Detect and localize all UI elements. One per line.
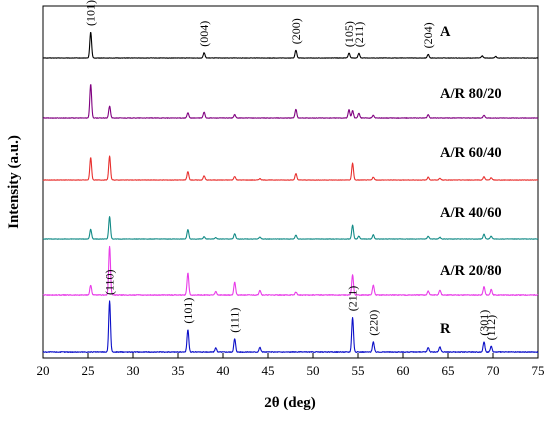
series-labels: A A/R 80/20 A/R 60/40 A/R 40/60 A/R 20/80 R [440, 24, 502, 337]
peak-label-r-111-8: (111) [228, 308, 242, 333]
x-tick-label-35: 35 [172, 363, 185, 378]
peak-label-r-110-6: (110) [103, 269, 117, 295]
peak-label-r-112-12: (112) [484, 315, 498, 341]
x-tick-label-70: 70 [487, 363, 500, 378]
series-label-a-r-40-60: A/R 40/60 [440, 205, 502, 221]
x-tick-label-50: 50 [307, 363, 320, 378]
series-label-a-r-60-40: A/R 60/40 [440, 145, 502, 161]
peak-label-a-200-2: (200) [289, 18, 303, 44]
peak-annotations: (101)(004) (200) (105)(211) (204)(110)(101)… [84, 0, 499, 340]
trace-a-r-40-60 [42, 216, 539, 240]
peak-label-a-204-5: (204) [421, 22, 435, 48]
peak-label-r-220-10: (220) [366, 310, 380, 336]
trace-a-r-80-20 [42, 84, 539, 119]
series-label-a-r-80-20: A/R 80/20 [440, 86, 502, 102]
trace-a [42, 32, 539, 59]
peak-label-a-101-0: (101) [84, 0, 98, 26]
series-label-a-r-20-80: A/R 20/80 [440, 263, 502, 279]
x-tick-label-40: 40 [217, 363, 230, 378]
x-tick-label-20: 20 [37, 363, 50, 378]
peak-label-r-211-9: (211) [346, 286, 360, 312]
peak-label-a-211-4: (211) [352, 22, 366, 48]
peak-label-a-105-3: (105) [342, 21, 356, 47]
trace-a-r-60-40 [42, 155, 539, 181]
x-axis-ticks: 20 25 30 35 40 45 50 55 60 65 70 75 [37, 353, 545, 378]
x-tick-label-60: 60 [397, 363, 410, 378]
x-tick-label-65: 65 [442, 363, 455, 378]
y-axis-title: Intensity (a.u.) [6, 135, 22, 229]
series-label-a: A [440, 24, 451, 40]
peak-label-a-004-1: (004) [197, 21, 211, 47]
xrd-traces [42, 32, 539, 353]
peak-label-r-301-11: (301) [477, 310, 491, 336]
plot-frame [42, 5, 539, 359]
x-tick-label-55: 55 [352, 363, 365, 378]
trace-r [42, 300, 539, 353]
trace-a-r-20-80 [42, 245, 539, 296]
series-label-r: R [440, 321, 451, 337]
x-axis-title: 2θ (deg) [264, 395, 316, 411]
x-tick-label-25: 25 [82, 363, 95, 378]
x-tick-label-30: 30 [127, 363, 140, 378]
x-tick-label-45: 45 [262, 363, 275, 378]
peak-label-r-101-7: (101) [181, 298, 195, 324]
x-tick-label-75: 75 [532, 363, 545, 378]
